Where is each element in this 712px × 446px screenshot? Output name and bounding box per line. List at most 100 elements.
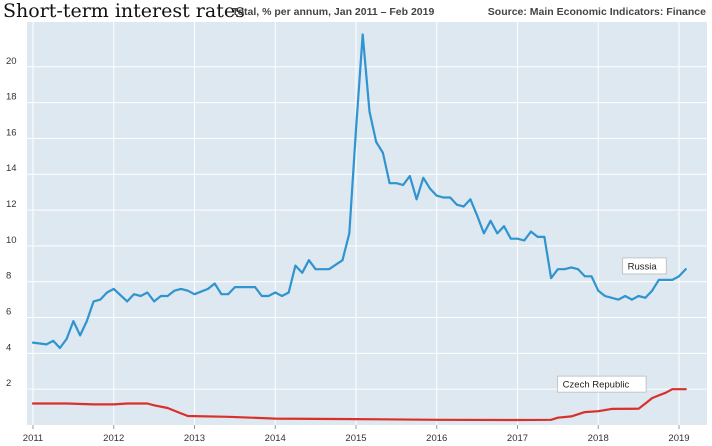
- russia-point: [489, 219, 492, 222]
- x-tick-label: 2017: [507, 433, 528, 444]
- russia-point: [382, 151, 384, 154]
- y-tick-label: 8: [6, 271, 11, 282]
- russia-point: [92, 300, 95, 303]
- y-tick-label: 20: [6, 56, 17, 67]
- russia-point: [173, 289, 176, 292]
- czech-republic-point: [664, 391, 667, 394]
- czech-republic-point: [274, 417, 277, 420]
- czech-republic-point: [166, 407, 169, 409]
- russia-point: [186, 289, 189, 292]
- russia-point: [153, 300, 156, 303]
- series-labels: Russia Czech Republic: [557, 257, 667, 393]
- russia-point: [65, 338, 68, 340]
- czech-republic-point: [186, 415, 189, 417]
- russia-point: [590, 275, 593, 278]
- russia-point: [516, 237, 519, 240]
- russia-point: [402, 184, 405, 186]
- russia-point: [583, 275, 586, 278]
- russia-point: [664, 279, 667, 281]
- russia-point: [227, 293, 230, 296]
- russia-point: [543, 236, 546, 238]
- russia-point: [476, 214, 479, 217]
- russia-label-box: [622, 257, 667, 275]
- russia-point: [307, 259, 310, 262]
- russia-point: [328, 268, 330, 271]
- russia-point: [610, 296, 613, 299]
- russia-point: [415, 198, 418, 201]
- czech-republic-point: [556, 416, 559, 419]
- czech-republic-point: [610, 407, 613, 410]
- x-tick-label: 2016: [426, 433, 447, 444]
- x-tick-label: 2018: [588, 433, 609, 444]
- y-tick-label: 16: [6, 127, 17, 138]
- russia-point: [159, 295, 162, 297]
- x-tick-label: 2011: [23, 433, 43, 444]
- gridlines: [27, 22, 707, 425]
- russia-point: [462, 205, 465, 208]
- russia-point: [72, 320, 75, 323]
- czech-republic-point: [597, 410, 600, 413]
- russia-point: [166, 295, 169, 297]
- russia-point: [106, 291, 108, 294]
- russia-point: [429, 187, 431, 190]
- russia-point: [32, 341, 34, 344]
- czech-republic-point: [180, 412, 182, 415]
- czech-republic-point: [550, 418, 553, 421]
- russia-point: [368, 110, 371, 113]
- czech-republic-point: [153, 404, 156, 407]
- russia-point: [79, 334, 82, 337]
- x-tick-label: 2012: [103, 433, 124, 444]
- russia-point: [126, 300, 129, 303]
- russia-point: [509, 237, 512, 240]
- russia-point: [146, 291, 149, 294]
- russia-point: [294, 264, 297, 267]
- chart-header: Short-term interest rates Total, % per a…: [0, 0, 712, 22]
- russia-point: [233, 286, 236, 288]
- russia-point: [530, 230, 532, 233]
- czech-republic-point: [651, 397, 653, 400]
- russia-point: [395, 182, 398, 185]
- czech-republic-point: [112, 403, 115, 406]
- russia-point: [657, 279, 660, 281]
- russia-point: [550, 277, 553, 280]
- russia-point: [207, 287, 209, 290]
- czech-republic-point: [92, 403, 95, 406]
- russia-point: [456, 203, 458, 206]
- russia-point: [213, 282, 216, 285]
- czech-republic-point: [570, 415, 573, 418]
- russia-point: [348, 232, 351, 235]
- y-tick-label: 18: [6, 92, 17, 103]
- russia-point: [563, 268, 566, 271]
- czech-republic-point: [146, 402, 149, 405]
- czech-republic-label-box: [557, 375, 647, 393]
- y-tick-label: 12: [6, 199, 17, 210]
- russia-point: [375, 141, 378, 143]
- russia-point: [482, 232, 485, 235]
- czech-republic-point: [435, 418, 438, 421]
- russia-point: [496, 232, 499, 235]
- russia-point: [112, 287, 115, 290]
- czech-republic-point: [684, 388, 687, 391]
- russia-point: [220, 293, 223, 296]
- chart-title: Short-term interest rates: [3, 0, 245, 22]
- czech-republic-point: [126, 402, 129, 405]
- czech-republic-point: [637, 407, 640, 410]
- x-tick-label: 2013: [184, 433, 205, 444]
- russia-point: [260, 295, 263, 297]
- czech-republic-point: [355, 418, 357, 420]
- czech-republic-label: Czech Republic: [563, 380, 630, 391]
- russia-point: [388, 182, 391, 185]
- x-tick-label: 2014: [265, 433, 286, 444]
- russia-point: [193, 293, 196, 296]
- russia-point: [341, 259, 344, 262]
- russia-point: [45, 343, 48, 346]
- russia-point: [254, 286, 256, 288]
- x-tick-label: 2015: [345, 433, 366, 444]
- russia-point: [556, 268, 559, 271]
- russia-point: [408, 175, 411, 177]
- y-tick-label: 4: [6, 342, 11, 353]
- czech-republic-point: [671, 388, 674, 391]
- czech-republic-point: [678, 388, 680, 391]
- russia-point: [435, 194, 438, 197]
